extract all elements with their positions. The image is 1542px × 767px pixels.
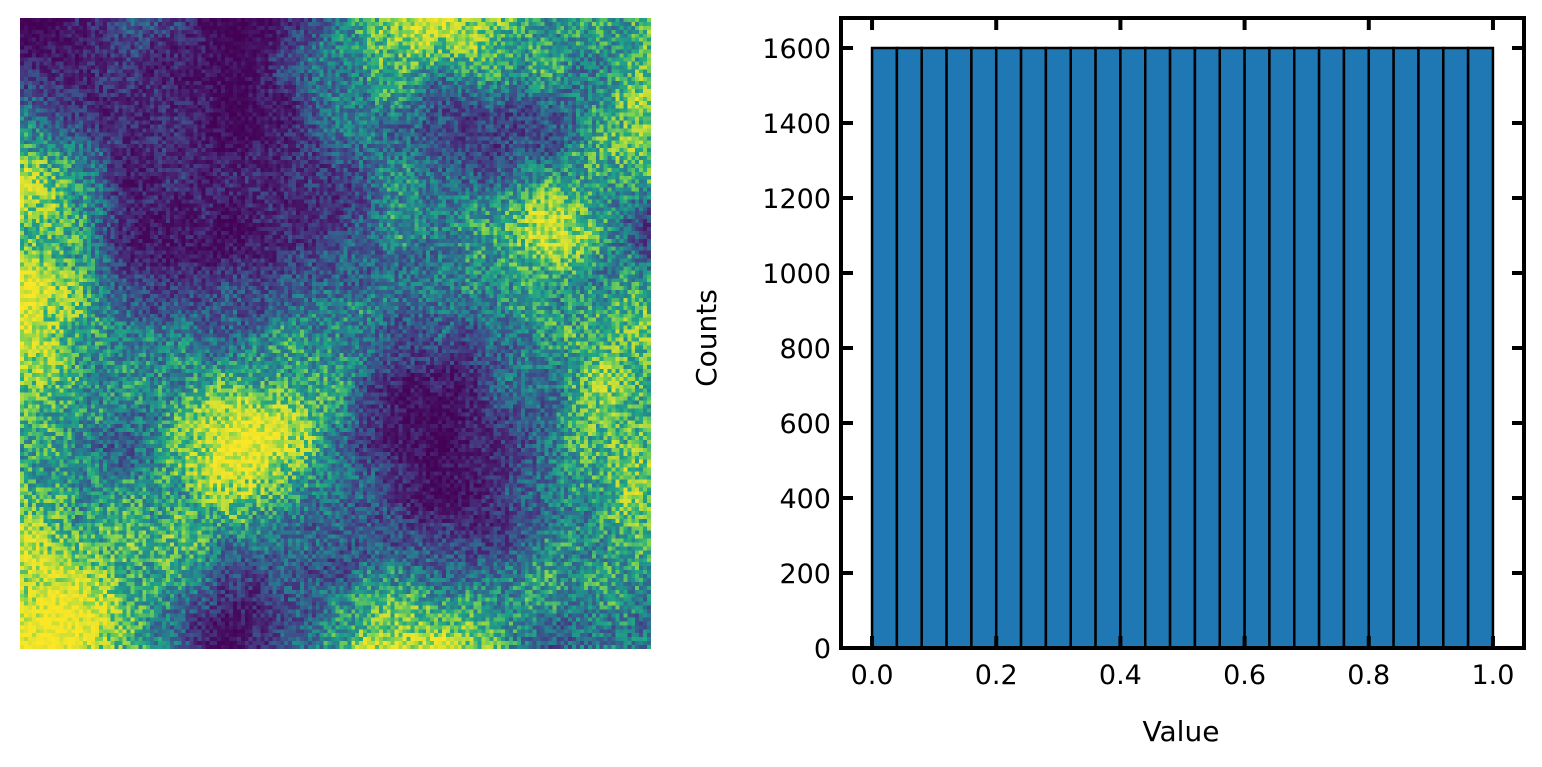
histogram-bar xyxy=(1317,46,1346,650)
y-tick-label: 400 xyxy=(779,484,831,515)
histogram-bar xyxy=(1417,46,1445,650)
y-tick-label: 1400 xyxy=(762,109,831,140)
histogram-bar xyxy=(1069,46,1097,650)
histogram-bar xyxy=(1019,46,1048,650)
histogram-bar xyxy=(1243,46,1271,650)
x-tick-label: 0.8 xyxy=(1347,660,1390,691)
histogram-bar xyxy=(1367,46,1395,650)
histogram-bar xyxy=(1466,46,1495,650)
histogram-bar xyxy=(945,46,973,650)
histogram-bar xyxy=(1218,46,1246,650)
x-tick-label: 0.2 xyxy=(975,660,1018,691)
y-tick-label: 800 xyxy=(779,334,831,365)
histogram-bar xyxy=(1193,46,1222,650)
y-tick-label: 200 xyxy=(779,559,831,590)
histogram-bar xyxy=(1143,46,1172,650)
histogram-bar xyxy=(895,46,923,650)
y-axis-label: Counts xyxy=(690,289,723,387)
x-tick-label: 1.0 xyxy=(1471,660,1514,691)
histogram-bar xyxy=(1119,46,1147,650)
y-tick-label: 600 xyxy=(779,409,831,440)
histogram-bar xyxy=(1293,46,1321,650)
histogram-bar xyxy=(1168,46,1197,650)
histogram-bars xyxy=(870,46,1495,650)
random-field-image xyxy=(20,18,651,649)
x-tick-label: 0.4 xyxy=(1099,660,1142,691)
axis-ticks: 0.0 0.2 0.4 0.6 0.8 1.0 0 200 400 600 800 1000 1200 1… xyxy=(762,18,1524,691)
x-tick-label: 0.6 xyxy=(1223,660,1266,691)
y-tick-label: 1000 xyxy=(762,259,831,290)
histogram-bar xyxy=(870,46,899,650)
random-field-heatmap xyxy=(20,18,651,649)
histogram-bar xyxy=(970,46,998,650)
histogram-bar xyxy=(994,46,1023,650)
histogram-bar xyxy=(1094,46,1122,650)
x-axis-label: Value xyxy=(1143,715,1220,748)
histogram-bar xyxy=(1044,46,1072,650)
histogram-bar xyxy=(1268,46,1296,650)
y-tick-label: 1200 xyxy=(762,184,831,215)
plot-frame xyxy=(839,16,1526,650)
histogram-bar xyxy=(920,46,948,650)
y-tick-label: 1600 xyxy=(762,34,831,65)
histogram-bar xyxy=(1442,46,1470,650)
y-tick-label: 0 xyxy=(814,634,831,665)
histogram-bar xyxy=(1392,46,1420,650)
histogram-bar xyxy=(1342,46,1371,650)
x-tick-label: 0.0 xyxy=(851,660,894,691)
